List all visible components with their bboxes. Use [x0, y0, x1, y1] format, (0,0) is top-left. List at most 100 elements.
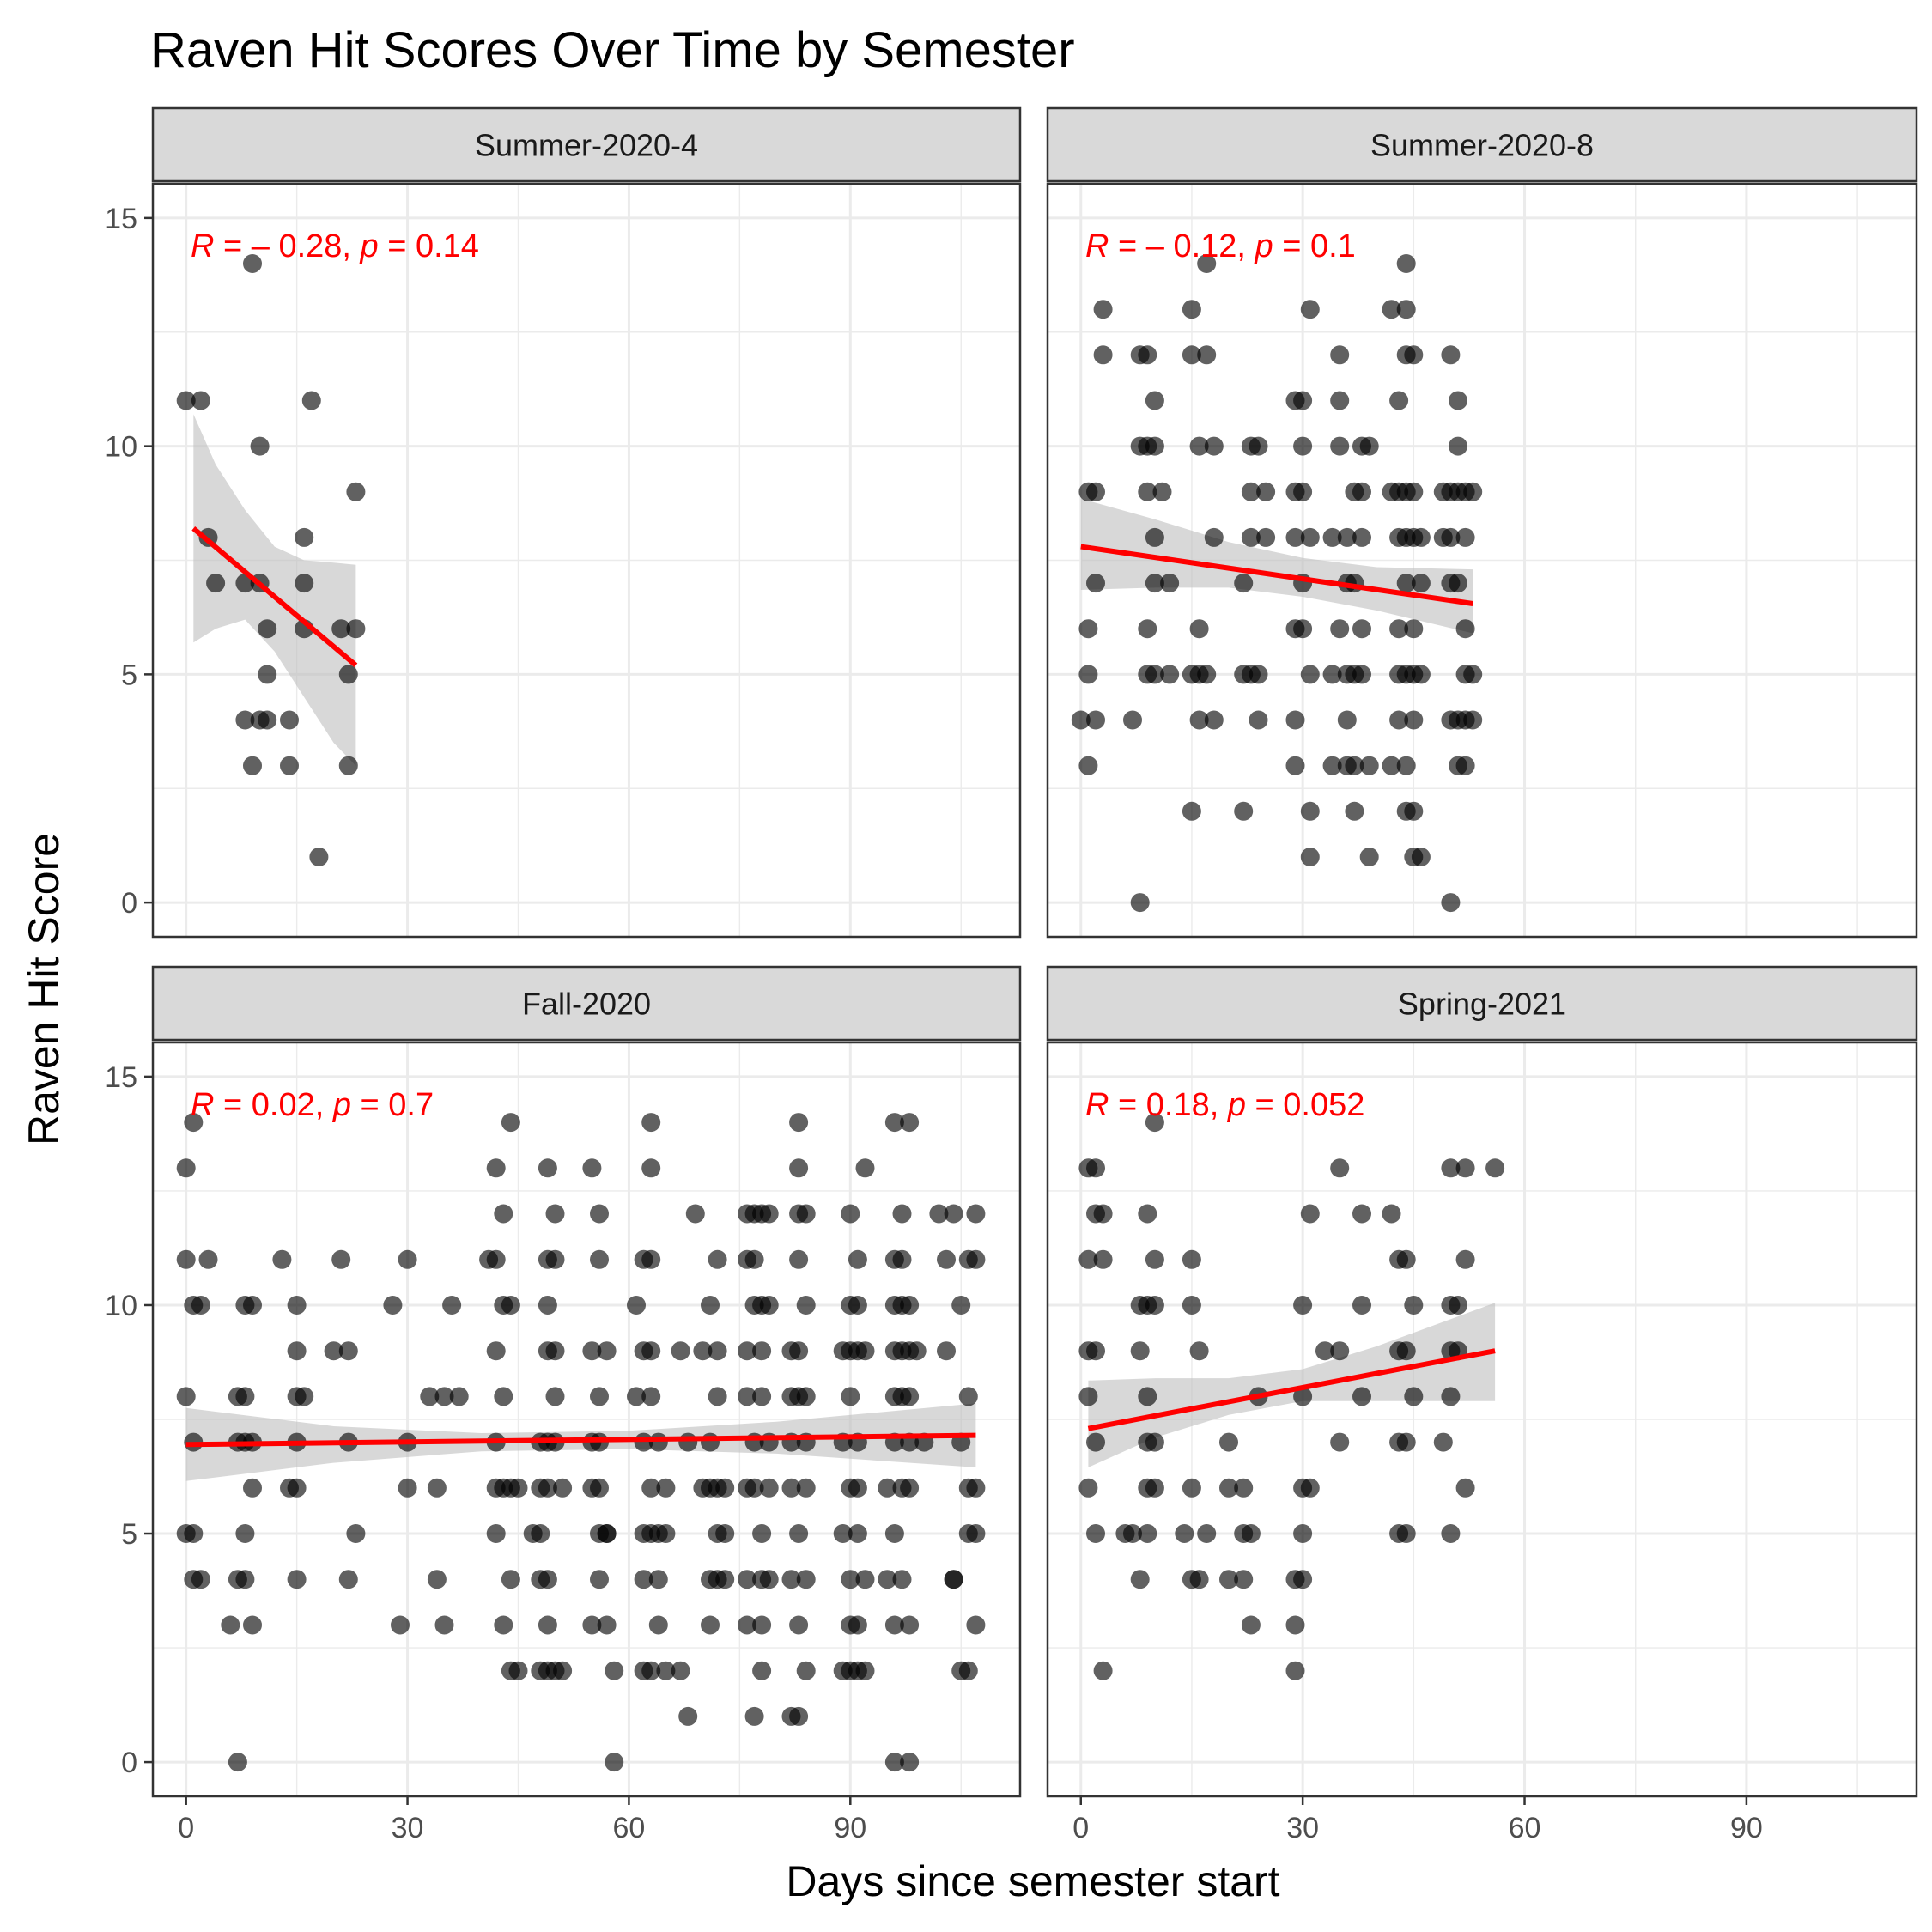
panel-strip-label: Summer-2020-4	[475, 128, 698, 163]
data-point	[1182, 1249, 1201, 1269]
data-point	[1219, 1432, 1238, 1452]
data-point	[1300, 1204, 1320, 1224]
data-point	[501, 1570, 520, 1589]
data-point	[295, 574, 314, 593]
data-point	[1234, 801, 1254, 821]
data-point	[1249, 665, 1268, 684]
data-point	[1322, 756, 1342, 775]
data-point	[243, 1615, 262, 1635]
data-point	[605, 1753, 624, 1772]
y-tick-label: 5	[121, 659, 137, 691]
data-point	[1455, 1158, 1475, 1178]
y-tick-label: 15	[105, 203, 137, 235]
data-point	[235, 1524, 255, 1543]
data-point	[1138, 1432, 1157, 1452]
correlation-annotation: R = 0.18, p = 0.052	[1085, 1087, 1364, 1123]
data-point	[641, 1478, 661, 1498]
data-point	[627, 1387, 646, 1406]
data-point	[287, 1570, 307, 1589]
data-point	[1204, 710, 1224, 730]
data-point	[848, 1478, 867, 1498]
data-point	[855, 1570, 875, 1589]
data-point	[1093, 1204, 1113, 1224]
data-point	[1138, 1204, 1157, 1224]
data-point	[781, 1570, 801, 1589]
data-point	[641, 1387, 661, 1406]
data-point	[486, 1158, 506, 1178]
data-point	[243, 1296, 262, 1315]
data-point	[752, 1341, 772, 1361]
data-point	[789, 1158, 809, 1178]
data-point	[398, 1249, 417, 1269]
data-point	[287, 1478, 307, 1498]
data-point	[1382, 756, 1401, 775]
data-point	[848, 1296, 867, 1315]
data-point	[641, 1249, 661, 1269]
data-point	[641, 1113, 661, 1133]
data-point	[1352, 665, 1371, 684]
data-point	[1145, 574, 1164, 593]
data-point	[1293, 1570, 1313, 1589]
data-point	[781, 1478, 801, 1498]
data-point	[1293, 1524, 1313, 1543]
data-point	[1389, 710, 1409, 730]
data-point	[1234, 574, 1254, 593]
data-point	[671, 1661, 690, 1680]
data-point	[900, 1113, 920, 1133]
data-point	[892, 1249, 912, 1269]
data-point	[841, 1204, 860, 1224]
data-point	[656, 1661, 676, 1680]
data-point	[1396, 254, 1416, 273]
data-point	[796, 1478, 816, 1498]
data-point	[878, 1478, 897, 1498]
data-point	[1449, 1296, 1467, 1315]
data-point	[1182, 1478, 1201, 1498]
data-point	[738, 1570, 756, 1589]
data-point	[966, 1204, 986, 1224]
data-point	[855, 1158, 875, 1178]
data-point	[545, 1387, 565, 1406]
data-point	[656, 1524, 676, 1543]
data-point	[383, 1296, 403, 1315]
data-point	[1189, 1341, 1209, 1361]
y-axis-title: Raven Hit Score	[20, 833, 68, 1145]
data-point	[1352, 482, 1371, 501]
data-point	[1337, 527, 1357, 547]
data-point	[590, 1478, 609, 1498]
data-point	[590, 1204, 609, 1224]
data-point	[258, 665, 277, 684]
data-point	[590, 1387, 609, 1406]
data-point	[1086, 1158, 1105, 1178]
data-point	[1315, 1341, 1334, 1361]
data-point	[1145, 665, 1164, 684]
panel-border	[1046, 182, 1918, 939]
data-point	[1411, 665, 1431, 684]
data-point	[1189, 1570, 1209, 1589]
data-point	[346, 1524, 366, 1543]
data-point	[641, 1341, 661, 1361]
data-point	[1078, 1249, 1098, 1269]
data-point	[634, 1570, 653, 1589]
data-point	[1404, 801, 1424, 821]
data-point	[884, 1753, 904, 1772]
data-point	[1086, 482, 1105, 501]
data-point	[1396, 1432, 1416, 1452]
data-point	[1071, 710, 1091, 730]
data-point	[1300, 665, 1320, 684]
data-point	[1396, 1341, 1416, 1361]
data-point	[1285, 710, 1305, 730]
data-point	[1130, 893, 1150, 913]
data-point	[937, 1249, 956, 1269]
data-point	[627, 1296, 646, 1315]
data-point	[501, 1296, 520, 1315]
data-point	[1093, 1249, 1113, 1269]
data-point	[752, 1661, 772, 1680]
data-point	[184, 1524, 204, 1543]
panel-strip-label: Fall-2020	[522, 987, 651, 1022]
data-point	[1396, 1249, 1416, 1269]
data-point	[759, 1204, 779, 1224]
data-point	[708, 1341, 727, 1361]
data-point	[1197, 254, 1217, 273]
data-point	[1396, 756, 1416, 775]
data-point	[1441, 345, 1461, 365]
